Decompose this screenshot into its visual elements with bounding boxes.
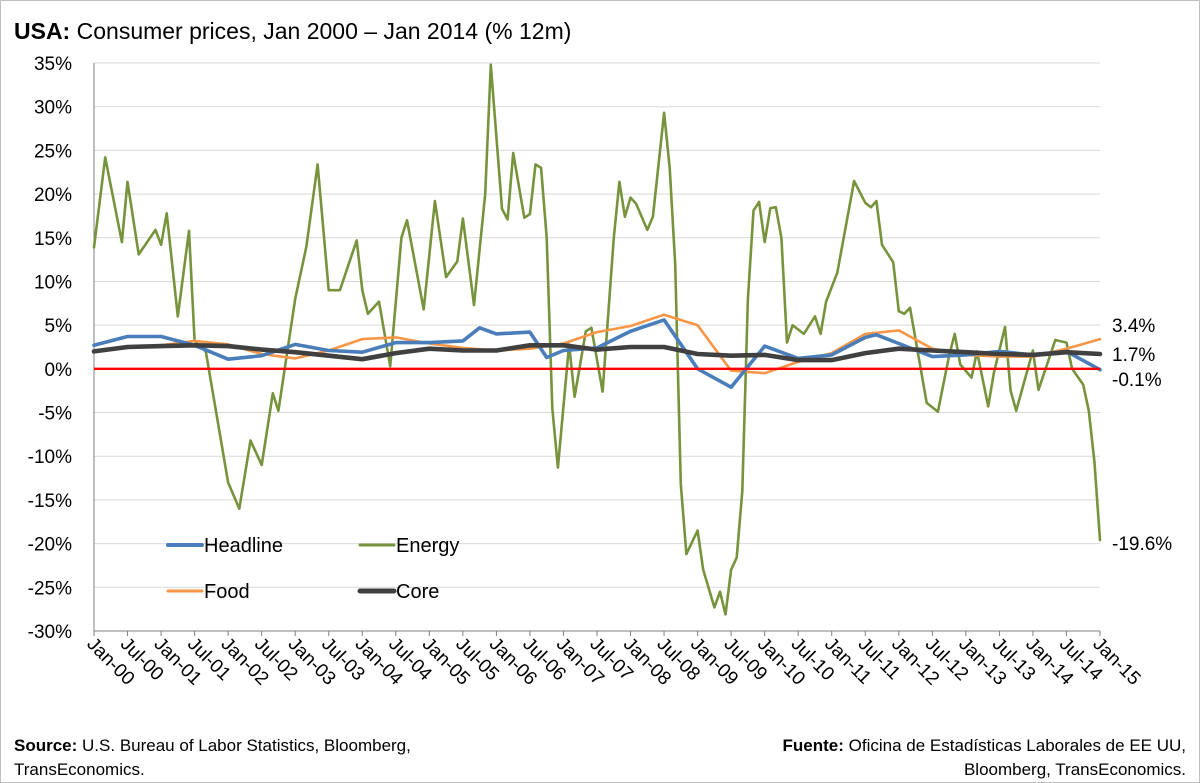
series-line-energy <box>92 63 1102 616</box>
y-tick-label: 30% <box>34 98 72 119</box>
chart-title: USA: Consumer prices, Jan 2000 – Jan 201… <box>14 18 571 45</box>
source-label: Source: <box>14 736 78 755</box>
y-tick-label: 5% <box>45 316 73 337</box>
source-note: Source: U.S. Bureau of Labor Statistics,… <box>14 734 411 782</box>
y-tick-label: 20% <box>34 185 72 206</box>
legend-label-core: Core <box>396 581 439 603</box>
end-label: 1.7% <box>1112 345 1155 366</box>
end-label: 3.4% <box>1112 316 1155 337</box>
end-labels: 3.4% 1.7% -0.1% -19.6% <box>1112 316 1172 555</box>
fuente-label: Fuente: <box>782 736 844 755</box>
source-line1: U.S. Bureau of Labor Statistics, Bloombe… <box>82 736 411 755</box>
y-tick-label: 10% <box>34 272 72 293</box>
series-line-core <box>91 343 1103 363</box>
source-line2: TransEconomics. <box>14 760 145 779</box>
y-tick-label: 0% <box>45 360 73 381</box>
x-axis: Jan-00Jul-00Jan-01Jul-01Jan-02Jul-02Jan-… <box>82 631 1144 690</box>
y-tick-label: -15% <box>28 491 72 512</box>
y-tick-label: -10% <box>28 447 72 468</box>
series-lines <box>91 63 1103 616</box>
fuente-note: Fuente: Oficina de Estadísticas Laborale… <box>783 734 1186 782</box>
y-tick-label: -20% <box>28 535 72 556</box>
legend-label-headline: Headline <box>204 535 283 557</box>
y-axis-ticks: 35% 30% 25% 20% 15% 10% 5% 0% -5% -10% -15% -20% -25… <box>28 54 72 643</box>
y-tick-label: 35% <box>34 54 72 75</box>
fuente-line1: Oficina de Estadísticas Laborales de EE … <box>848 736 1186 755</box>
fuente-line2: Bloomberg, TransEconomics. <box>963 760 1186 779</box>
end-label: -0.1% <box>1112 370 1162 391</box>
title-text: Consumer prices, Jan 2000 – Jan 2014 (% … <box>76 18 572 44</box>
end-label: -19.6% <box>1112 534 1172 555</box>
legend-label-energy: Energy <box>396 535 459 557</box>
legend-label-food: Food <box>204 581 250 603</box>
legend: Headline Energy Food Core <box>166 535 459 603</box>
y-tick-label: 25% <box>34 141 72 162</box>
y-tick-label: -30% <box>28 622 72 643</box>
y-tick-label: -25% <box>28 578 72 599</box>
title-country: USA: <box>14 18 71 44</box>
y-tick-label: -5% <box>38 404 72 425</box>
y-tick-label: 15% <box>34 229 72 250</box>
